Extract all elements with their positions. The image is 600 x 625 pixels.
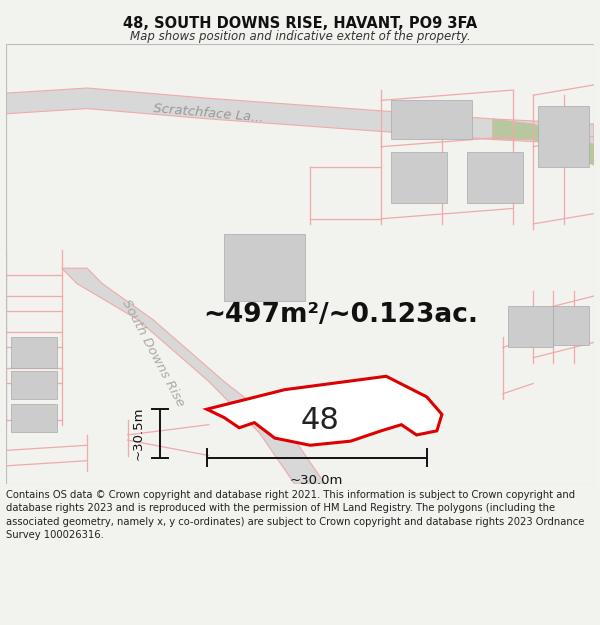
Bar — [391, 101, 472, 139]
Bar — [467, 152, 523, 203]
Bar — [11, 337, 56, 368]
Polygon shape — [207, 376, 442, 445]
Text: ~497m²/~0.123ac.: ~497m²/~0.123ac. — [203, 301, 478, 328]
Text: Scratchface La...: Scratchface La... — [153, 102, 265, 125]
Text: Contains OS data © Crown copyright and database right 2021. This information is : Contains OS data © Crown copyright and d… — [6, 490, 584, 540]
Bar — [508, 306, 553, 348]
Text: Map shows position and indicative extent of the property.: Map shows position and indicative extent… — [130, 30, 470, 42]
Bar — [553, 306, 589, 346]
Text: 48: 48 — [301, 406, 340, 435]
Polygon shape — [493, 119, 594, 165]
Bar — [11, 371, 56, 399]
Polygon shape — [62, 268, 325, 484]
Bar — [11, 404, 56, 432]
Text: 48, SOUTH DOWNS RISE, HAVANT, PO9 3FA: 48, SOUTH DOWNS RISE, HAVANT, PO9 3FA — [123, 16, 477, 31]
Text: South Downs Rise: South Downs Rise — [119, 297, 187, 408]
Bar — [391, 152, 447, 203]
Text: ~30.5m: ~30.5m — [131, 407, 144, 460]
Polygon shape — [6, 88, 594, 144]
Bar — [538, 106, 589, 168]
Bar — [224, 234, 305, 301]
Text: ~30.0m: ~30.0m — [290, 474, 343, 487]
